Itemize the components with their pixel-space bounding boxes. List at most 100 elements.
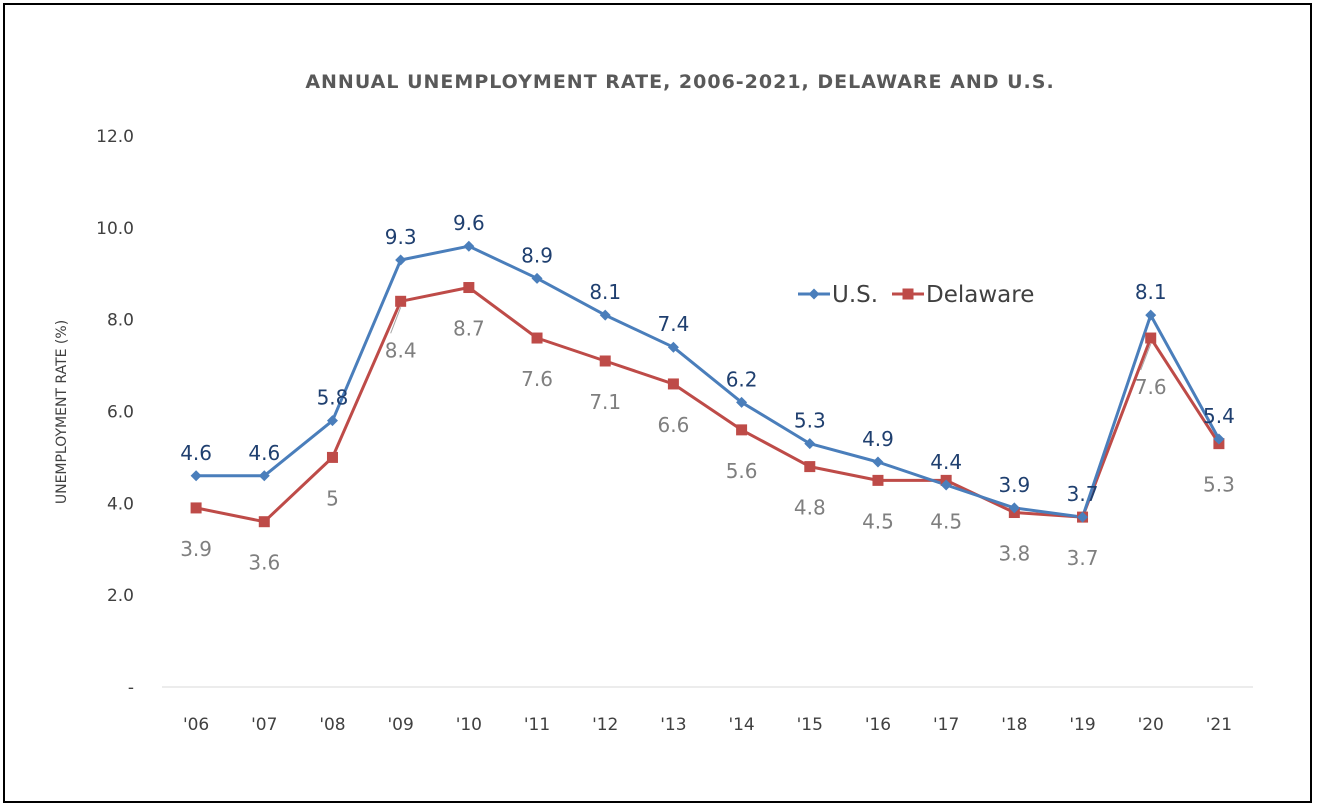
delaware-data-label: 5.3 (1203, 473, 1235, 497)
us-point (667, 341, 679, 353)
us-point (940, 479, 952, 491)
us-data-label: 4.6 (180, 441, 212, 465)
us-point (258, 470, 270, 482)
delaware-data-label: 8.7 (453, 317, 485, 341)
y-tick-label: 12.0 (96, 127, 134, 147)
us-data-label: 8.1 (589, 280, 621, 304)
delaware-data-label: 7.1 (589, 390, 621, 414)
y-tick-label: 6.0 (107, 403, 134, 423)
x-axis-ticks: '06 '07 '08 '09 '10 '11 '12 '13 '14 '15 '16 '17 '18 '… (183, 715, 1232, 735)
delaware-data-label: 5.6 (726, 459, 758, 483)
us-point (1008, 502, 1020, 514)
x-tick-label: '19 (1069, 715, 1095, 735)
x-tick-label: '11 (524, 715, 550, 735)
legend-delaware-label: Delaware (926, 282, 1034, 308)
us-data-label: 4.4 (930, 450, 962, 474)
us-point (872, 456, 884, 468)
us-point (1077, 511, 1089, 523)
us-data-label: 5.8 (317, 386, 349, 410)
delaware-data-label: 3.7 (1067, 546, 1099, 570)
delaware-point (531, 332, 543, 344)
us-data-label: 8.1 (1135, 280, 1167, 304)
delaware-point (326, 451, 338, 463)
label-leader-line (1140, 343, 1152, 371)
legend-us-marker (808, 288, 820, 300)
series-lines (195, 244, 1221, 524)
delaware-point (599, 355, 611, 367)
us-point (395, 254, 407, 266)
y-tick-label: 8.0 (107, 311, 134, 331)
series-markers (190, 240, 1225, 528)
us-data-label: 4.9 (862, 427, 894, 451)
y-tick-label: 2.0 (107, 586, 134, 606)
delaware-point (804, 461, 816, 473)
x-tick-label: '20 (1138, 715, 1164, 735)
legend: U.S. Delaware (798, 282, 1034, 308)
label-leader-lines (390, 307, 1152, 371)
chart-title: ANNUAL UNEMPLOYMENT RATE, 2006-2021, DEL… (305, 71, 1054, 93)
delaware-point (1145, 332, 1157, 344)
delaware-data-label: 7.6 (521, 367, 553, 391)
x-tick-label: '18 (1001, 715, 1027, 735)
us-data-label: 5.3 (794, 409, 826, 433)
x-tick-label: '06 (183, 715, 209, 735)
x-tick-label: '16 (865, 715, 891, 735)
x-tick-label: '10 (456, 715, 482, 735)
x-tick-label: '15 (797, 715, 823, 735)
us-point (463, 240, 475, 252)
delaware-data-label: 3.6 (248, 551, 280, 575)
us-data-label: 8.9 (521, 243, 553, 267)
x-tick-label: '08 (319, 715, 345, 735)
x-tick-label: '14 (728, 715, 754, 735)
label-leader-line (390, 307, 402, 334)
data-labels: 4.6 4.6 5.8 9.3 9.6 8.9 8.1 7.4 6.2 5.3 4.9 4.4 3.9 3… (180, 211, 1235, 575)
x-tick-label: '09 (388, 715, 414, 735)
us-data-label: 5.4 (1203, 404, 1235, 428)
us-data-label: 3.7 (1067, 482, 1099, 506)
us-point (804, 438, 816, 450)
us-point (531, 272, 543, 284)
delaware-data-label: 3.8 (998, 542, 1030, 566)
x-tick-label: '17 (933, 715, 959, 735)
us-point (1213, 433, 1225, 445)
us-data-label: 9.3 (385, 225, 417, 249)
series-line-delaware (195, 286, 1221, 524)
delaware-point (463, 282, 475, 294)
legend-us-label: U.S. (832, 282, 878, 308)
y-tick-label: 4.0 (107, 494, 134, 514)
delaware-data-label: 4.8 (794, 496, 826, 520)
delaware-point (736, 424, 748, 436)
delaware-data-label: 3.9 (180, 537, 212, 561)
delaware-point (258, 516, 270, 528)
delaware-data-label: 5 (326, 486, 339, 510)
legend-delaware-marker (902, 288, 914, 300)
x-tick-label: '13 (660, 715, 686, 735)
us-data-label: 4.6 (248, 441, 280, 465)
x-tick-label: '21 (1206, 715, 1232, 735)
delaware-point (190, 502, 202, 514)
us-point (736, 396, 748, 408)
us-data-label: 7.4 (658, 312, 690, 336)
us-data-label: 3.9 (998, 473, 1030, 497)
x-tick-label: '12 (592, 715, 618, 735)
y-tick-label: 10.0 (96, 219, 134, 239)
series-line-us (196, 244, 1221, 519)
delaware-point (395, 295, 407, 307)
delaware-data-label: 7.6 (1135, 375, 1167, 399)
delaware-data-label: 8.4 (385, 338, 417, 362)
delaware-data-label: 4.5 (930, 509, 962, 533)
y-axis-ticks: - 2.0 4.0 6.0 8.0 10.0 12.0 (96, 127, 134, 698)
delaware-data-label: 6.6 (658, 413, 690, 437)
us-data-label: 9.6 (453, 211, 485, 235)
us-point (190, 470, 202, 482)
y-axis-label: UNEMPLOYMENT RATE (%) (54, 320, 70, 504)
us-point (326, 415, 338, 427)
x-tick-label: '07 (251, 715, 277, 735)
delaware-point (872, 474, 884, 486)
delaware-data-label: 4.5 (862, 509, 894, 533)
delaware-point (667, 378, 679, 390)
us-point (1145, 309, 1157, 321)
us-point (599, 309, 611, 321)
y-tick-label: - (128, 678, 134, 698)
